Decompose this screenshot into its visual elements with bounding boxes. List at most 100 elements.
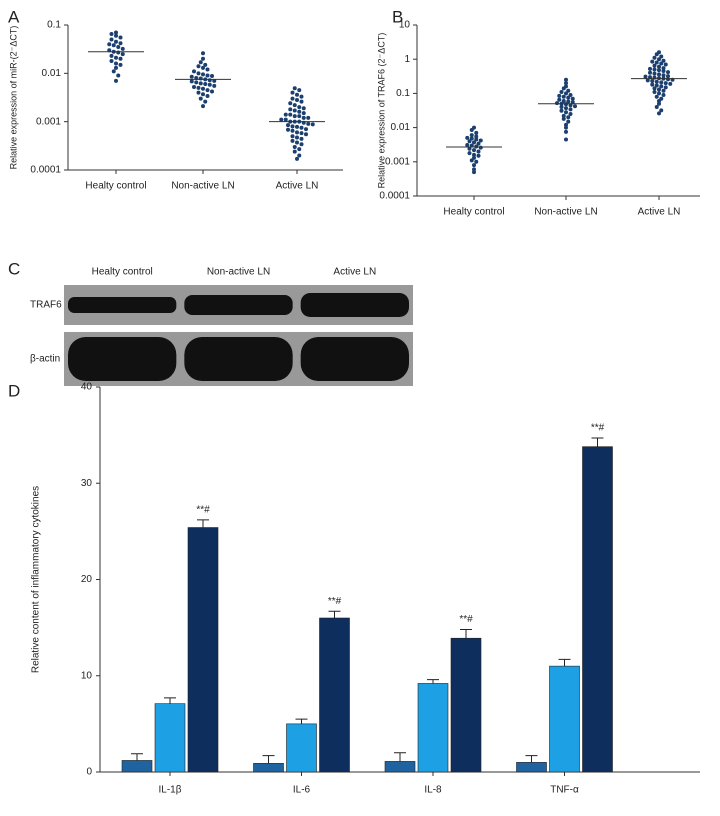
- y-tick-label: 1: [404, 54, 410, 65]
- data-point: [297, 147, 302, 152]
- data-point: [109, 32, 114, 37]
- bar: [384, 761, 416, 773]
- data-point: [469, 133, 474, 138]
- data-point: [561, 86, 566, 91]
- y-tick-label: 10: [81, 670, 93, 681]
- data-point: [663, 81, 668, 86]
- error-bar: [394, 752, 406, 762]
- data-point: [657, 76, 661, 81]
- data-point: [661, 88, 666, 93]
- data-point: [292, 149, 297, 154]
- data-point: [564, 81, 568, 86]
- x-tick-label: IL-1β: [159, 785, 182, 796]
- data-point: [283, 112, 288, 117]
- data-point: [301, 111, 306, 116]
- data-point: [568, 111, 573, 116]
- data-point: [476, 153, 481, 158]
- band: [184, 295, 293, 315]
- data-point: [196, 71, 201, 76]
- data-point: [566, 95, 571, 100]
- data-point: [652, 55, 657, 60]
- x-tick-label: Non-active LN: [534, 207, 597, 218]
- data-point: [566, 119, 571, 124]
- bar: [121, 760, 153, 773]
- data-point: [652, 71, 657, 76]
- band: [68, 337, 177, 381]
- data-point: [654, 79, 659, 84]
- data-point: [295, 98, 299, 103]
- data-point: [290, 128, 295, 133]
- data-point: [657, 72, 661, 77]
- bar: [582, 446, 613, 773]
- data-point: [659, 61, 664, 66]
- data-point: [292, 103, 297, 108]
- data-point: [109, 53, 114, 58]
- data-point: [472, 140, 476, 145]
- data-point: [476, 141, 481, 146]
- data-point: [297, 105, 302, 110]
- bar: [319, 617, 350, 773]
- data-point: [654, 60, 659, 65]
- data-point: [566, 88, 571, 93]
- annotation: **#: [328, 596, 342, 607]
- data-point: [478, 138, 483, 143]
- data-point: [474, 130, 479, 135]
- data-point: [467, 139, 472, 144]
- data-point: [657, 91, 661, 96]
- data-point: [652, 86, 657, 91]
- data-point: [652, 63, 657, 68]
- y-tick-label: 0.1: [396, 88, 410, 99]
- error-bar: [262, 755, 275, 764]
- y-axis-label: Relative content of inflammatory cytokin…: [31, 486, 42, 673]
- data-point: [203, 99, 208, 104]
- row-label: β-actin: [30, 354, 60, 365]
- data-point: [657, 57, 661, 62]
- data-point: [295, 135, 299, 140]
- x-tick-label: Healty control: [443, 207, 504, 218]
- data-point: [301, 115, 306, 120]
- data-point: [116, 45, 121, 50]
- y-tick-label: 10: [399, 20, 411, 31]
- data-point: [643, 74, 648, 79]
- data-point: [478, 145, 483, 150]
- data-point: [203, 62, 208, 67]
- data-point: [205, 73, 210, 78]
- data-point: [564, 129, 568, 134]
- band: [300, 337, 409, 381]
- data-point: [472, 148, 476, 153]
- data-point: [299, 99, 304, 104]
- data-point: [301, 106, 306, 111]
- data-point: [299, 131, 304, 136]
- data-point: [290, 96, 295, 101]
- data-point: [648, 75, 652, 80]
- data-point: [189, 74, 194, 79]
- y-tick-label: 0.0001: [379, 191, 410, 202]
- data-point: [472, 163, 476, 168]
- data-point: [295, 156, 299, 161]
- bar: [450, 637, 482, 773]
- data-point: [652, 67, 657, 72]
- error-bar: [131, 753, 143, 761]
- data-point: [198, 81, 203, 86]
- annotation: **#: [459, 614, 473, 625]
- data-point: [196, 90, 201, 95]
- data-point: [657, 50, 661, 55]
- panel-label: B: [392, 7, 403, 26]
- data-point: [120, 52, 125, 57]
- data-point: [568, 107, 573, 112]
- data-point: [286, 127, 290, 132]
- data-point: [663, 62, 668, 67]
- data-point: [666, 77, 670, 82]
- data-point: [663, 85, 668, 90]
- data-point: [201, 65, 205, 70]
- lane-label: Healty control: [92, 267, 153, 278]
- data-point: [561, 94, 566, 99]
- data-point: [201, 86, 205, 91]
- data-point: [557, 93, 562, 98]
- data-point: [210, 89, 214, 94]
- data-point: [472, 170, 476, 175]
- data-point: [299, 136, 304, 141]
- data-point: [661, 58, 666, 63]
- data-point: [290, 90, 295, 95]
